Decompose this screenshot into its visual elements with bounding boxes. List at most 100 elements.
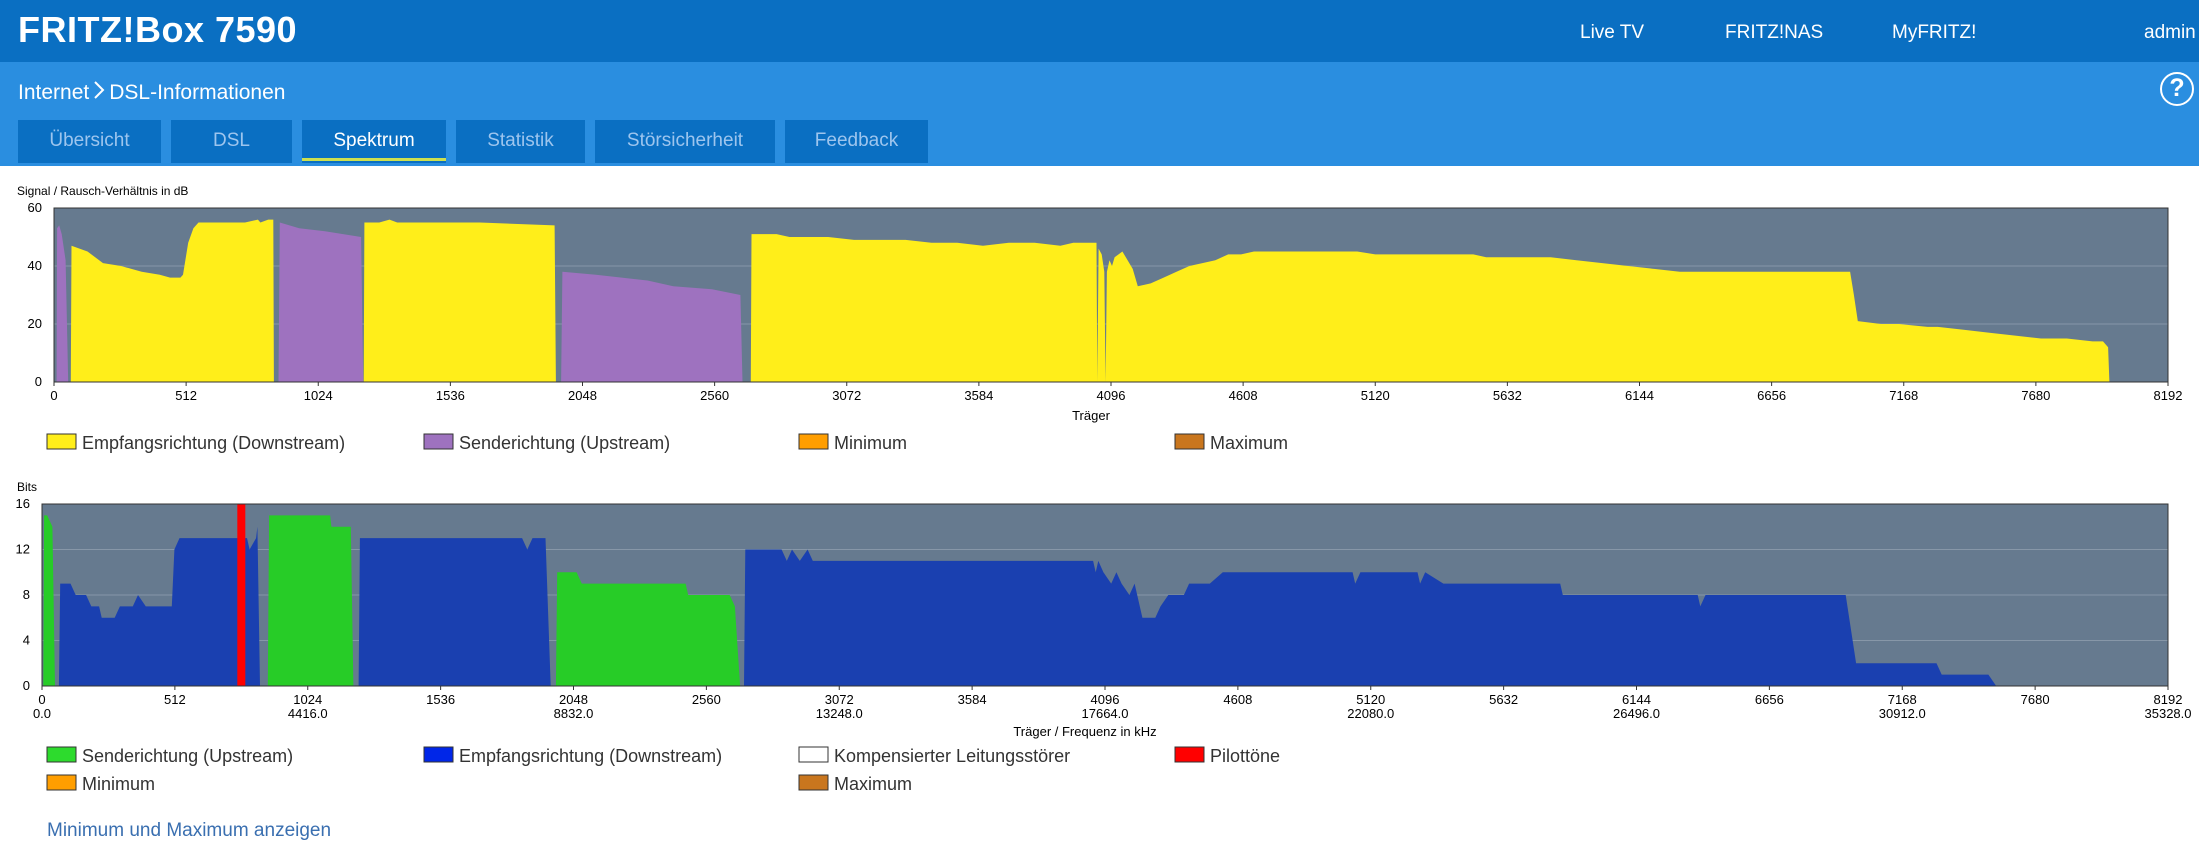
tab-dsl[interactable]: DSL [171,120,292,163]
series-area [70,219,274,382]
x-tick-label: 4608 [1229,388,1258,403]
series-area [43,515,55,686]
x-tick-label: 5120 [1361,388,1390,403]
tab-statistik[interactable]: Statistik [456,120,585,163]
nav-myfritz[interactable]: MyFRITZ! [1892,22,1977,43]
y-tick-label: 0 [35,374,42,389]
x-axis-title: Träger / Frequenz in kHz [1013,724,1156,739]
tab-spektrum[interactable]: Spektrum [302,120,446,163]
x-tick-label: 4096 [1097,388,1126,403]
legend-item: Senderichtung (Upstream) [423,433,670,453]
user-menu[interactable]: admin [2144,22,2196,43]
show-min-max-link[interactable]: Minimum und Maximum anzeigen [47,820,332,841]
y-tick-label: 40 [28,258,42,273]
x-tick-label: 7680 [2021,692,2050,707]
y-tick-label: 12 [16,542,30,557]
series-area [744,549,1997,686]
legend-label: Minimum [834,433,907,453]
x-tick-label: 3072 [825,692,854,707]
legend-item: Maximum [798,774,912,794]
legend-swatch [798,746,829,763]
y-tick-label: 0 [23,678,30,693]
legend-label: Senderichtung (Upstream) [459,433,670,453]
tab-uebersicht[interactable]: Übersicht [18,120,161,163]
legend-swatch [423,746,454,763]
legend-label: Pilottöne [1210,746,1280,766]
x-tick-label: 5120 [1356,692,1385,707]
x-tick-label: 512 [164,692,186,707]
legend-swatch [46,746,77,763]
legend-label: Empfangsrichtung (Downstream) [459,746,722,766]
top-bar: FRITZ!Box 7590 Live TV FRITZ!NAS MyFRITZ… [0,0,2199,62]
x-tick-label: 7168 [1888,692,1917,707]
legend-item: Kompensierter Leitungsstörer [798,746,1070,766]
x-tick-label: 6144 [1625,388,1654,403]
breadcrumb-parent[interactable]: Internet [18,81,90,104]
x-tick-label: 0 [38,692,45,707]
x-tick-label: 7168 [1889,388,1918,403]
legend-swatch [798,433,829,450]
nav-live-tv[interactable]: Live TV [1580,22,1645,43]
x-tick-label: 8192 [2154,388,2183,403]
x-tick-label: 6144 [1622,692,1651,707]
y-tick-label: 4 [23,633,30,648]
frequency-tick-label: 30912.0 [1879,706,1926,721]
legend-label: Maximum [1210,433,1288,453]
legend-item: Pilottöne [1174,746,1280,766]
y-tick-label: 20 [28,316,42,331]
x-tick-label: 2048 [559,692,588,707]
x-tick-label: 2560 [692,692,721,707]
breadcrumb: Internet DSL-Informationen [18,80,285,106]
legend-label: Kompensierter Leitungsstörer [834,746,1070,766]
x-tick-label: 8192 [2154,692,2183,707]
x-tick-label: 1024 [304,388,333,403]
x-tick-label: 6656 [1755,692,1784,707]
y-axis-title: Signal / Rausch-Verhältnis in dB [17,184,188,198]
legend-item: Empfangsrichtung (Downstream) [46,433,345,453]
chevron-right-icon [93,80,105,106]
x-tick-label: 6656 [1757,388,1786,403]
frequency-tick-label: 0.0 [33,706,51,721]
x-axis-title: Träger [1072,408,1110,423]
series-area [555,572,741,686]
series-area [278,222,364,382]
page-header: Internet DSL-Informationen ? Übersicht D… [0,62,2199,166]
series-area [267,515,354,686]
x-tick-label: 3072 [832,388,861,403]
fritzbox-logo[interactable]: FRITZ!Box 7590 [18,9,298,50]
x-tick-label: 1536 [426,692,455,707]
legend-label: Senderichtung (Upstream) [82,746,293,766]
frequency-tick-label: 13248.0 [816,706,863,721]
legend-item: Empfangsrichtung (Downstream) [423,746,722,766]
frequency-tick-label: 4416.0 [288,706,328,721]
tab-feedback[interactable]: Feedback [785,120,928,163]
series-area [58,526,261,686]
y-tick-label: 8 [23,587,30,602]
help-icon[interactable]: ? [2160,72,2194,106]
x-tick-label: 2560 [700,388,729,403]
legend-label: Maximum [834,774,912,794]
legend-item: Minimum [798,433,907,453]
legend-swatch [46,774,77,791]
frequency-tick-label: 22080.0 [1347,706,1394,721]
y-tick-label: 16 [16,496,30,511]
legend-label: Empfangsrichtung (Downstream) [82,433,345,453]
x-tick-label: 7680 [2021,388,2050,403]
nav-fritz-nas[interactable]: FRITZ!NAS [1725,22,1824,43]
legend-item: Minimum [46,774,155,794]
x-tick-label: 5632 [1493,388,1522,403]
x-tick-label: 4096 [1091,692,1120,707]
series-area [56,225,69,382]
legend-item: Maximum [1174,433,1288,453]
series-area [363,219,556,382]
pilot-tone-marker [237,504,246,686]
tab-stoersicherheit[interactable]: Störsicherheit [595,120,775,163]
series-area [561,271,743,382]
x-tick-label: 512 [175,388,197,403]
bits-chart: Bits 0 4 8 12 16 0 512 1024 1536 2048 2560 3072 3584 4… [16,480,2192,794]
series-area [358,538,551,686]
frequency-tick-label: 35328.0 [2145,706,2192,721]
frequency-tick-label: 26496.0 [1613,706,1660,721]
y-axis-title: Bits [17,480,37,494]
x-tick-label: 3584 [964,388,993,403]
